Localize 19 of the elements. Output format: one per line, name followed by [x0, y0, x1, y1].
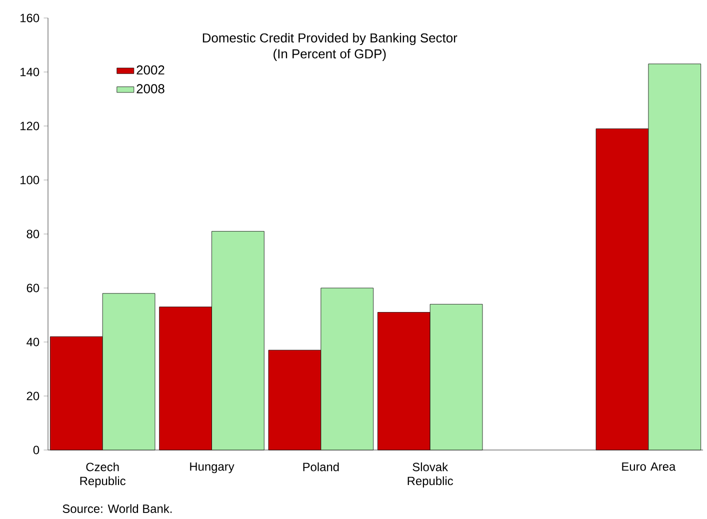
y-tick-label: 100 — [20, 176, 40, 184]
legend-label: 2008 — [136, 84, 164, 94]
x-tick-label: Euro Area — [622, 462, 676, 471]
y-tick-label: 140 — [20, 68, 40, 76]
y-tick-label: 160 — [20, 14, 40, 22]
y-tick-label: 40 — [26, 338, 40, 346]
y-tick-label: 0 — [33, 446, 40, 454]
x-tick-label: Hungary — [190, 462, 234, 474]
y-tick-label: 60 — [26, 284, 40, 292]
y-tick-label: 80 — [26, 230, 40, 238]
y-tick-label: 20 — [26, 392, 40, 400]
text: Domestic Credit Provided by Banking Sector — [202, 32, 458, 46]
x-tick-label: Slovak Republic — [408, 462, 454, 488]
x-tick-label: Poland — [303, 462, 339, 472]
source-note: Source: World Bank. — [62, 504, 172, 513]
text: (In Percent of GDP) — [274, 48, 386, 61]
y-tick-label: 120 — [20, 122, 40, 130]
legend-label: 2002 — [136, 65, 164, 75]
x-tick-label: Czech Republic — [80, 462, 126, 488]
